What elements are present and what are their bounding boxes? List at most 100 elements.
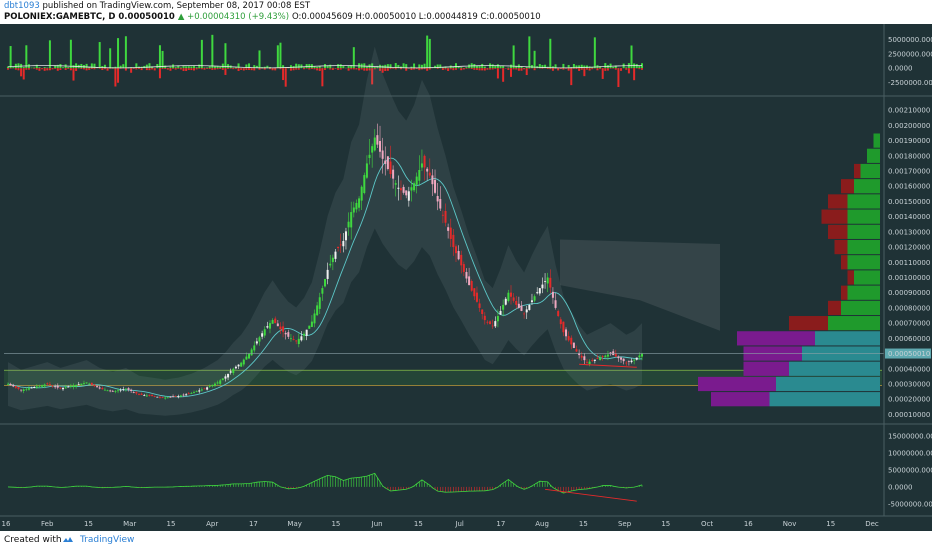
- volume-bar: [593, 37, 596, 69]
- volume-bar: [135, 63, 138, 69]
- candle-body: [145, 395, 148, 397]
- candle-body: [570, 337, 573, 345]
- volume-bar: [423, 63, 426, 69]
- candle-body: [504, 298, 507, 305]
- candle-body: [182, 394, 185, 396]
- tradingview-brand[interactable]: TradingView: [80, 535, 135, 545]
- candle-body: [358, 198, 361, 208]
- volume-bar: [604, 68, 607, 71]
- time-tick-label: Apr: [206, 520, 218, 528]
- candle-body: [248, 353, 251, 359]
- price-tick-label: 0.00030000: [888, 380, 930, 388]
- moving-average-line: [7, 157, 643, 398]
- price-chart[interactable]: 0.00210000 0.00200000 0.00190000 0.00180000…: [0, 24, 932, 531]
- volume-bar: [145, 64, 148, 69]
- volume-profile-bar: [769, 392, 880, 407]
- candle-body: [633, 359, 636, 361]
- volume-bar: [617, 68, 620, 88]
- candle-body: [538, 288, 541, 294]
- volume-bar: [253, 68, 256, 71]
- volume-bar: [528, 68, 531, 69]
- candle-body: [630, 360, 633, 363]
- candle-body: [334, 251, 337, 259]
- volume-bar: [460, 67, 463, 69]
- volume-bar: [271, 68, 274, 71]
- volume-bar: [384, 64, 387, 69]
- volume-bar: [386, 64, 389, 69]
- volume-bar: [90, 68, 93, 69]
- volume-bar: [67, 67, 70, 69]
- volume-bar: [153, 68, 156, 71]
- volume-bar: [523, 68, 526, 70]
- publish-info: published on TradingView.com, September …: [42, 1, 311, 11]
- volume-bar: [35, 68, 38, 70]
- volume-bar: [248, 68, 251, 70]
- candle-body: [402, 186, 405, 193]
- candle-body: [423, 155, 426, 168]
- volume-bar: [339, 64, 342, 69]
- volume-bar: [195, 67, 198, 69]
- price-tick-label: 0.00160000: [888, 183, 930, 191]
- candle-body: [486, 321, 489, 323]
- volume-bar: [203, 67, 206, 69]
- candle-body: [352, 207, 355, 213]
- volume-bar: [633, 68, 636, 81]
- price-tick-label: 0.00150000: [888, 198, 930, 206]
- candle-body: [392, 169, 395, 179]
- volume-bar: [591, 66, 594, 69]
- volume-bar: [418, 64, 421, 69]
- volume-bar: [452, 66, 455, 69]
- candle-body: [496, 316, 499, 322]
- volume-bar: [245, 64, 248, 69]
- volume-bar: [575, 65, 578, 69]
- volume-bar: [234, 68, 237, 69]
- volume-bar: [25, 68, 28, 70]
- volume-bar: [350, 68, 353, 70]
- oscillator-tick-label: 0.0000: [888, 483, 913, 491]
- volume-bar: [266, 65, 269, 69]
- candle-body: [426, 168, 429, 172]
- candle-body: [250, 349, 253, 356]
- volume-bar: [211, 68, 214, 70]
- volume-bar: [397, 64, 400, 69]
- volume-bar: [282, 68, 285, 81]
- volume-bar: [512, 45, 515, 69]
- volume-bar: [342, 65, 345, 69]
- volume-profile-bar: [847, 285, 880, 300]
- candle-body: [551, 291, 554, 298]
- volume-bar: [80, 63, 83, 69]
- volume-bar: [318, 68, 321, 71]
- candle-body: [384, 160, 387, 164]
- volume-profile-bar: [847, 224, 880, 239]
- volume-bar: [169, 68, 172, 71]
- candle-body: [614, 353, 617, 357]
- volume-bar: [538, 64, 541, 69]
- volume-bar: [54, 68, 57, 69]
- volume-profile-bar: [841, 285, 848, 300]
- candle-body: [106, 390, 109, 392]
- volume-bar: [161, 68, 164, 70]
- volume-profile-bar: [847, 270, 854, 285]
- volume-bar: [625, 68, 628, 70]
- candle-body: [297, 338, 300, 345]
- author-link[interactable]: dbt1093: [4, 1, 40, 11]
- candle-body: [237, 364, 240, 367]
- volume-bar: [517, 68, 520, 71]
- volume-bar: [148, 68, 151, 71]
- candle-body: [444, 210, 447, 223]
- volume-bar: [258, 68, 261, 70]
- candle-body: [638, 355, 641, 358]
- volume-bar: [90, 63, 93, 69]
- volume-bar: [25, 45, 28, 69]
- candle-body: [30, 387, 33, 389]
- volume-profile-bar: [828, 316, 880, 331]
- candle-body: [305, 329, 308, 336]
- price-tick-label: 0.00060000: [888, 335, 930, 343]
- time-tick-label: 17: [496, 520, 505, 528]
- candle-body: [25, 388, 28, 390]
- volume-bar: [75, 68, 78, 71]
- volume-profile-bar: [847, 209, 880, 224]
- candle-body: [347, 221, 350, 228]
- candle-body: [641, 353, 643, 357]
- candle-body: [33, 387, 36, 388]
